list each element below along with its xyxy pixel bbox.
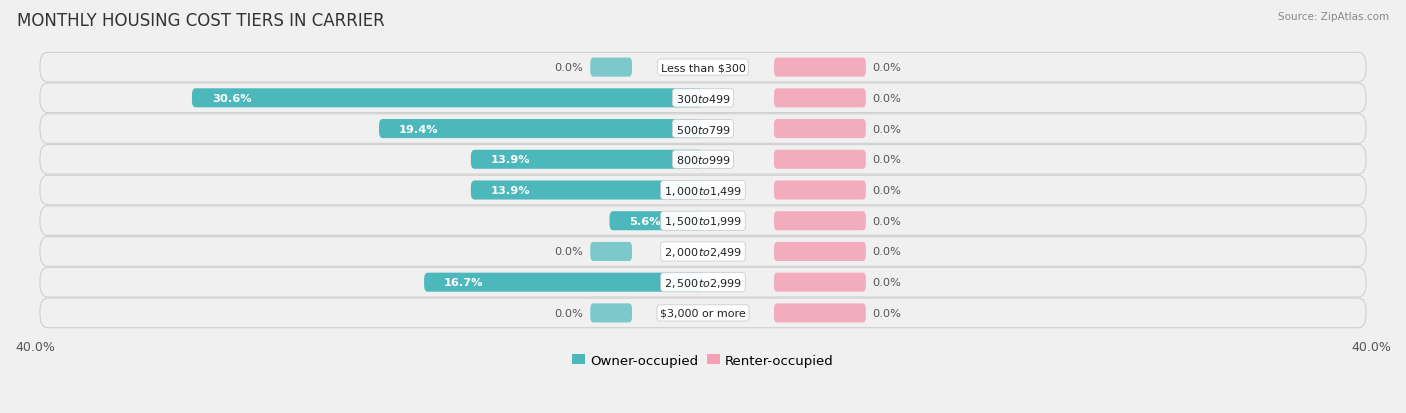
FancyBboxPatch shape	[471, 150, 703, 169]
Text: MONTHLY HOUSING COST TIERS IN CARRIER: MONTHLY HOUSING COST TIERS IN CARRIER	[17, 12, 385, 30]
Text: 0.0%: 0.0%	[555, 63, 583, 73]
Text: $1,000 to $1,499: $1,000 to $1,499	[664, 184, 742, 197]
Text: 0.0%: 0.0%	[873, 278, 901, 287]
Text: Less than $300: Less than $300	[661, 63, 745, 73]
FancyBboxPatch shape	[39, 237, 1367, 266]
FancyBboxPatch shape	[471, 181, 703, 200]
FancyBboxPatch shape	[773, 120, 866, 139]
FancyBboxPatch shape	[773, 181, 866, 200]
FancyBboxPatch shape	[39, 206, 1367, 236]
Text: $2,000 to $2,499: $2,000 to $2,499	[664, 245, 742, 259]
FancyBboxPatch shape	[39, 53, 1367, 83]
FancyBboxPatch shape	[591, 304, 633, 323]
FancyBboxPatch shape	[591, 58, 633, 77]
FancyBboxPatch shape	[773, 242, 866, 261]
Text: $800 to $999: $800 to $999	[675, 154, 731, 166]
Text: $3,000 or more: $3,000 or more	[661, 308, 745, 318]
Text: 0.0%: 0.0%	[555, 247, 583, 257]
FancyBboxPatch shape	[773, 304, 866, 323]
Text: 13.9%: 13.9%	[491, 185, 530, 195]
Text: 0.0%: 0.0%	[873, 63, 901, 73]
FancyBboxPatch shape	[773, 212, 866, 231]
Text: 0.0%: 0.0%	[873, 185, 901, 195]
Text: 19.4%: 19.4%	[399, 124, 439, 134]
Text: 5.6%: 5.6%	[630, 216, 661, 226]
Text: 30.6%: 30.6%	[212, 94, 252, 104]
FancyBboxPatch shape	[773, 150, 866, 169]
Text: $500 to $799: $500 to $799	[675, 123, 731, 135]
Text: 16.7%: 16.7%	[444, 278, 484, 287]
Text: 0.0%: 0.0%	[873, 94, 901, 104]
FancyBboxPatch shape	[39, 268, 1367, 297]
FancyBboxPatch shape	[39, 299, 1367, 328]
FancyBboxPatch shape	[39, 176, 1367, 205]
Text: 0.0%: 0.0%	[555, 308, 583, 318]
Legend: Owner-occupied, Renter-occupied: Owner-occupied, Renter-occupied	[567, 349, 839, 372]
Text: 0.0%: 0.0%	[873, 216, 901, 226]
FancyBboxPatch shape	[425, 273, 703, 292]
Text: 0.0%: 0.0%	[873, 247, 901, 257]
Text: 0.0%: 0.0%	[873, 124, 901, 134]
FancyBboxPatch shape	[773, 89, 866, 108]
Text: Source: ZipAtlas.com: Source: ZipAtlas.com	[1278, 12, 1389, 22]
FancyBboxPatch shape	[773, 58, 866, 77]
Text: $2,500 to $2,999: $2,500 to $2,999	[664, 276, 742, 289]
FancyBboxPatch shape	[39, 145, 1367, 175]
Text: 0.0%: 0.0%	[873, 155, 901, 165]
Text: $300 to $499: $300 to $499	[675, 93, 731, 104]
Text: $1,500 to $1,999: $1,500 to $1,999	[664, 215, 742, 228]
FancyBboxPatch shape	[380, 120, 703, 139]
Text: 0.0%: 0.0%	[873, 308, 901, 318]
Text: 13.9%: 13.9%	[491, 155, 530, 165]
FancyBboxPatch shape	[609, 212, 703, 231]
FancyBboxPatch shape	[39, 114, 1367, 144]
FancyBboxPatch shape	[193, 89, 703, 108]
FancyBboxPatch shape	[773, 273, 866, 292]
FancyBboxPatch shape	[591, 242, 633, 261]
FancyBboxPatch shape	[39, 84, 1367, 113]
